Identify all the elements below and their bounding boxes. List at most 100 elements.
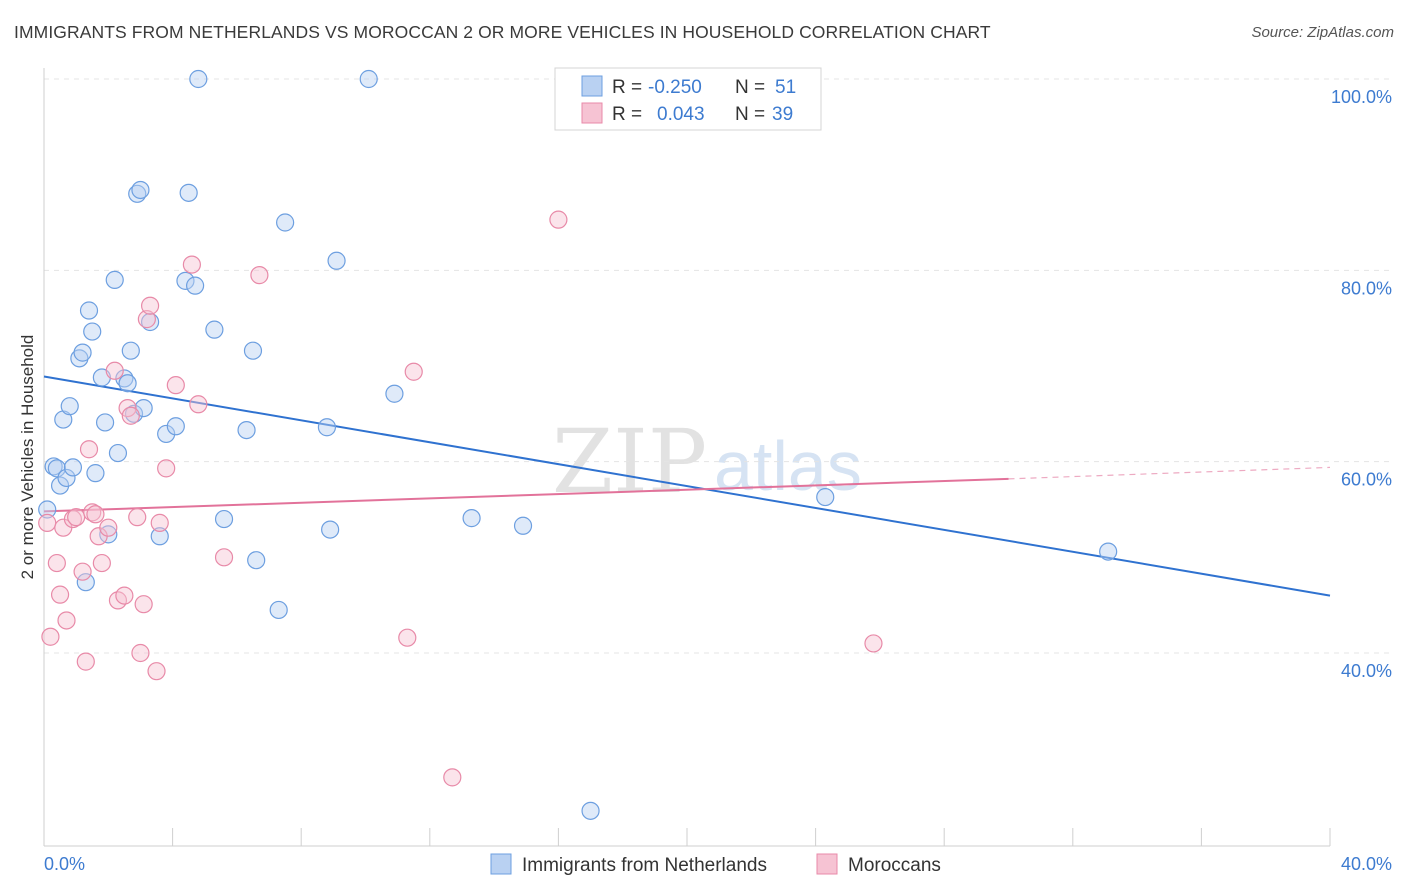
netherlands-point <box>237 420 256 440</box>
x-axis-ticks <box>43 828 1331 846</box>
moroccans-point <box>105 361 124 380</box>
moroccans-point <box>182 255 201 274</box>
stats-legend: R = -0.250 N = 51 R = 0.043 N = 39 <box>554 67 822 131</box>
legend-n-value-blue: 51 <box>775 77 796 98</box>
series-moroccans-points <box>38 210 883 787</box>
moroccans-point <box>443 768 462 787</box>
netherlands-point <box>79 301 99 320</box>
y-tick-label: 80.0% <box>1341 278 1392 298</box>
netherlands-point <box>105 270 124 289</box>
netherlands-point <box>150 527 169 546</box>
y-tick-label: 100.0% <box>1331 87 1392 107</box>
legend-r-label-pink: R = <box>612 104 642 125</box>
series-legend-swatch-netherlands <box>490 853 512 875</box>
x-tick-label: 40.0% <box>1341 854 1392 874</box>
moroccans-point <box>150 513 169 532</box>
legend-n-label-blue: N = <box>735 77 765 98</box>
y-axis-label: 2 or more Vehicles in Household <box>18 335 37 580</box>
legend-r-value-pink: 0.043 <box>657 104 705 125</box>
series-legend: Immigrants from Netherlands Moroccans <box>490 853 941 876</box>
trend-line-netherlands <box>43 375 1331 597</box>
moroccans-point <box>63 509 83 529</box>
legend-swatch-blue <box>581 75 603 97</box>
moroccans-point <box>140 296 160 315</box>
moroccans-point <box>38 513 57 532</box>
legend-r-value-blue: -0.250 <box>648 77 702 98</box>
netherlands-point <box>38 500 57 519</box>
moroccans-point <box>214 548 234 567</box>
netherlands-point <box>60 397 79 416</box>
netherlands-point <box>189 69 208 89</box>
netherlands-point <box>157 424 176 444</box>
moroccans-point <box>137 310 156 329</box>
series-legend-swatch-moroccans <box>816 853 838 875</box>
moroccans-point <box>157 459 176 478</box>
netherlands-point <box>186 276 205 295</box>
moroccans-point <box>189 395 208 414</box>
x-tick-label: 0.0% <box>44 854 85 874</box>
netherlands-point <box>581 801 600 820</box>
legend-n-label-pink: N = <box>735 104 765 125</box>
netherlands-point <box>205 320 224 339</box>
netherlands-point <box>816 487 835 507</box>
netherlands-point <box>86 464 105 483</box>
netherlands-point <box>359 69 378 89</box>
moroccans-point <box>73 562 92 581</box>
netherlands-point <box>95 413 115 432</box>
gridlines <box>44 78 1392 654</box>
netherlands-point <box>179 183 198 202</box>
netherlands-point <box>108 443 128 463</box>
netherlands-point <box>385 384 404 403</box>
netherlands-point <box>76 573 95 592</box>
moroccans-point <box>115 586 134 605</box>
trend-line-moroccans <box>43 477 1009 513</box>
netherlands-point <box>166 417 185 436</box>
legend-n-value-pink: 39 <box>772 104 793 125</box>
moroccans-point <box>86 505 105 524</box>
moroccans-point <box>131 643 150 663</box>
moroccans-point <box>864 634 883 653</box>
netherlands-point <box>276 213 295 232</box>
netherlands-point <box>63 458 83 477</box>
netherlands-point <box>70 349 89 368</box>
moroccans-point <box>398 628 417 647</box>
series-netherlands-points <box>38 69 1118 820</box>
netherlands-point <box>176 271 195 290</box>
moroccans-point <box>121 406 140 425</box>
moroccans-point <box>128 508 147 527</box>
moroccans-point <box>404 362 423 381</box>
y-tick-label: 40.0% <box>1341 661 1392 681</box>
legend-swatch-pink <box>581 102 603 124</box>
netherlands-point <box>247 551 266 570</box>
netherlands-point <box>269 600 288 620</box>
series-legend-label-moroccans: Moroccans <box>848 855 941 876</box>
moroccans-point <box>79 440 99 459</box>
netherlands-point <box>1099 542 1118 561</box>
netherlands-point <box>118 374 137 393</box>
netherlands-point <box>321 520 340 539</box>
trend-line-moroccans-extension <box>1008 466 1331 480</box>
netherlands-point <box>140 312 160 332</box>
moroccans-point <box>250 266 269 285</box>
moroccans-point <box>147 662 166 681</box>
netherlands-point <box>83 322 102 341</box>
netherlands-point <box>131 180 150 200</box>
moroccans-point <box>41 627 60 646</box>
netherlands-point <box>214 509 234 529</box>
series-legend-label-netherlands: Immigrants from Netherlands <box>522 855 767 876</box>
netherlands-point <box>44 457 63 476</box>
netherlands-point <box>73 343 92 362</box>
y-tick-labels: 100.0% 80.0% 60.0% 40.0% <box>1331 87 1392 681</box>
moroccans-point <box>47 553 66 573</box>
watermark-atlas: atlas <box>714 427 862 505</box>
legend-r-label-blue: R = <box>612 77 642 98</box>
netherlands-point <box>121 341 140 360</box>
netherlands-point <box>57 468 76 488</box>
moroccans-point <box>83 503 102 522</box>
x-tick-labels: 0.0% 40.0% <box>44 854 1392 874</box>
netherlands-point <box>243 341 263 360</box>
moroccans-point <box>76 652 95 671</box>
moroccans-point <box>134 595 153 614</box>
netherlands-point <box>513 516 533 535</box>
